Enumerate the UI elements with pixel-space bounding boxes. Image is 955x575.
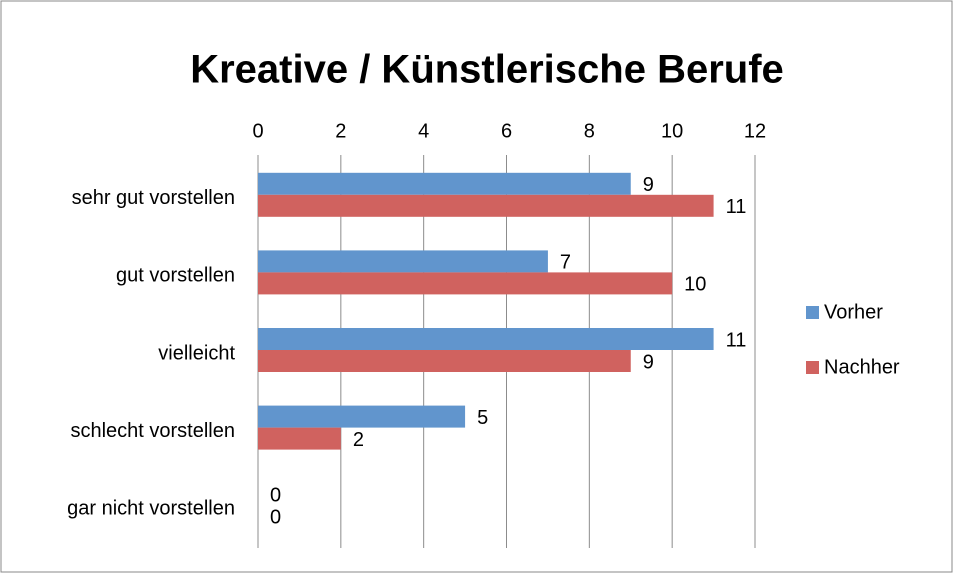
y-tick-label: schlecht vorstellen	[70, 420, 235, 442]
bar	[258, 172, 631, 195]
y-tick-label: gar nicht vorstellen	[67, 497, 235, 519]
x-tick-label: 8	[584, 120, 595, 142]
chart-title: Kreative / Künstlerische Berufe	[190, 48, 784, 92]
bar	[258, 250, 548, 273]
bar	[258, 427, 341, 450]
legend-label: Vorher	[824, 301, 883, 323]
data-label: 7	[560, 252, 571, 274]
data-label: 11	[726, 329, 747, 351]
legend-label: Nachher	[824, 356, 900, 378]
bar	[258, 350, 631, 372]
data-label: 5	[477, 407, 488, 429]
data-label: 10	[684, 274, 706, 296]
data-label: 2	[353, 429, 364, 451]
data-label: 11	[726, 196, 747, 218]
y-tick-label: sehr gut vorstellen	[72, 187, 235, 209]
x-tick-label: 0	[252, 120, 263, 142]
y-tick-label: vielleicht	[158, 342, 235, 364]
x-tick-label: 12	[744, 120, 766, 142]
data-label: 0	[270, 484, 281, 506]
x-tick-label: 6	[501, 120, 512, 142]
legend-swatch	[806, 306, 819, 319]
data-label: 9	[643, 351, 654, 373]
x-tick-label: 10	[661, 120, 683, 142]
x-tick-label: 2	[335, 120, 346, 142]
bar	[258, 272, 673, 295]
bar	[258, 405, 466, 428]
legend-swatch	[806, 361, 819, 374]
bar	[258, 194, 714, 217]
data-label: 9	[643, 174, 654, 196]
bar	[258, 328, 714, 350]
x-tick-label: 4	[418, 120, 429, 142]
data-label: 0	[270, 506, 281, 528]
y-tick-label: gut vorstellen	[116, 265, 235, 287]
